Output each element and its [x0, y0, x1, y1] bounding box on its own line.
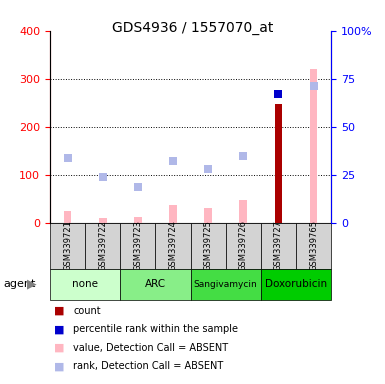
Text: GSM339727: GSM339727	[274, 220, 283, 271]
Bar	[261, 223, 296, 269]
Text: ■: ■	[54, 306, 64, 316]
Text: GSM339726: GSM339726	[239, 220, 248, 271]
Bar	[226, 223, 261, 269]
Bar	[169, 205, 177, 223]
Bar	[261, 269, 331, 300]
Text: value, Detection Call = ABSENT: value, Detection Call = ABSENT	[73, 343, 228, 353]
Bar	[64, 211, 72, 223]
Bar	[191, 223, 226, 269]
Text: ■: ■	[54, 343, 64, 353]
Text: ■: ■	[54, 361, 64, 371]
Bar	[156, 223, 191, 269]
Text: agent: agent	[4, 279, 36, 289]
Text: GSM339723: GSM339723	[133, 220, 142, 271]
Bar	[85, 223, 120, 269]
Bar	[275, 104, 282, 223]
Text: ARC: ARC	[145, 279, 166, 289]
Text: GSM339725: GSM339725	[204, 220, 213, 271]
Text: GSM339724: GSM339724	[169, 220, 177, 271]
Bar	[121, 223, 156, 269]
Bar	[99, 218, 107, 223]
Text: GSM339765: GSM339765	[309, 220, 318, 271]
Bar	[134, 217, 142, 223]
Bar	[121, 269, 191, 300]
Bar	[239, 200, 247, 223]
Text: rank, Detection Call = ABSENT: rank, Detection Call = ABSENT	[73, 361, 223, 371]
Text: none: none	[72, 279, 98, 289]
Bar	[50, 269, 121, 300]
Text: percentile rank within the sample: percentile rank within the sample	[73, 324, 238, 334]
Bar	[310, 69, 317, 223]
Text: GSM339722: GSM339722	[98, 220, 107, 271]
Bar	[296, 223, 331, 269]
Text: ■: ■	[54, 324, 64, 334]
Text: Doxorubicin: Doxorubicin	[265, 279, 327, 289]
Bar	[191, 269, 261, 300]
Text: Sangivamycin: Sangivamycin	[194, 280, 258, 289]
Bar	[204, 208, 212, 223]
Text: GSM339721: GSM339721	[63, 220, 72, 271]
Text: count: count	[73, 306, 101, 316]
Bar	[50, 223, 85, 269]
Text: ▶: ▶	[27, 278, 37, 291]
Text: GDS4936 / 1557070_at: GDS4936 / 1557070_at	[112, 21, 273, 35]
